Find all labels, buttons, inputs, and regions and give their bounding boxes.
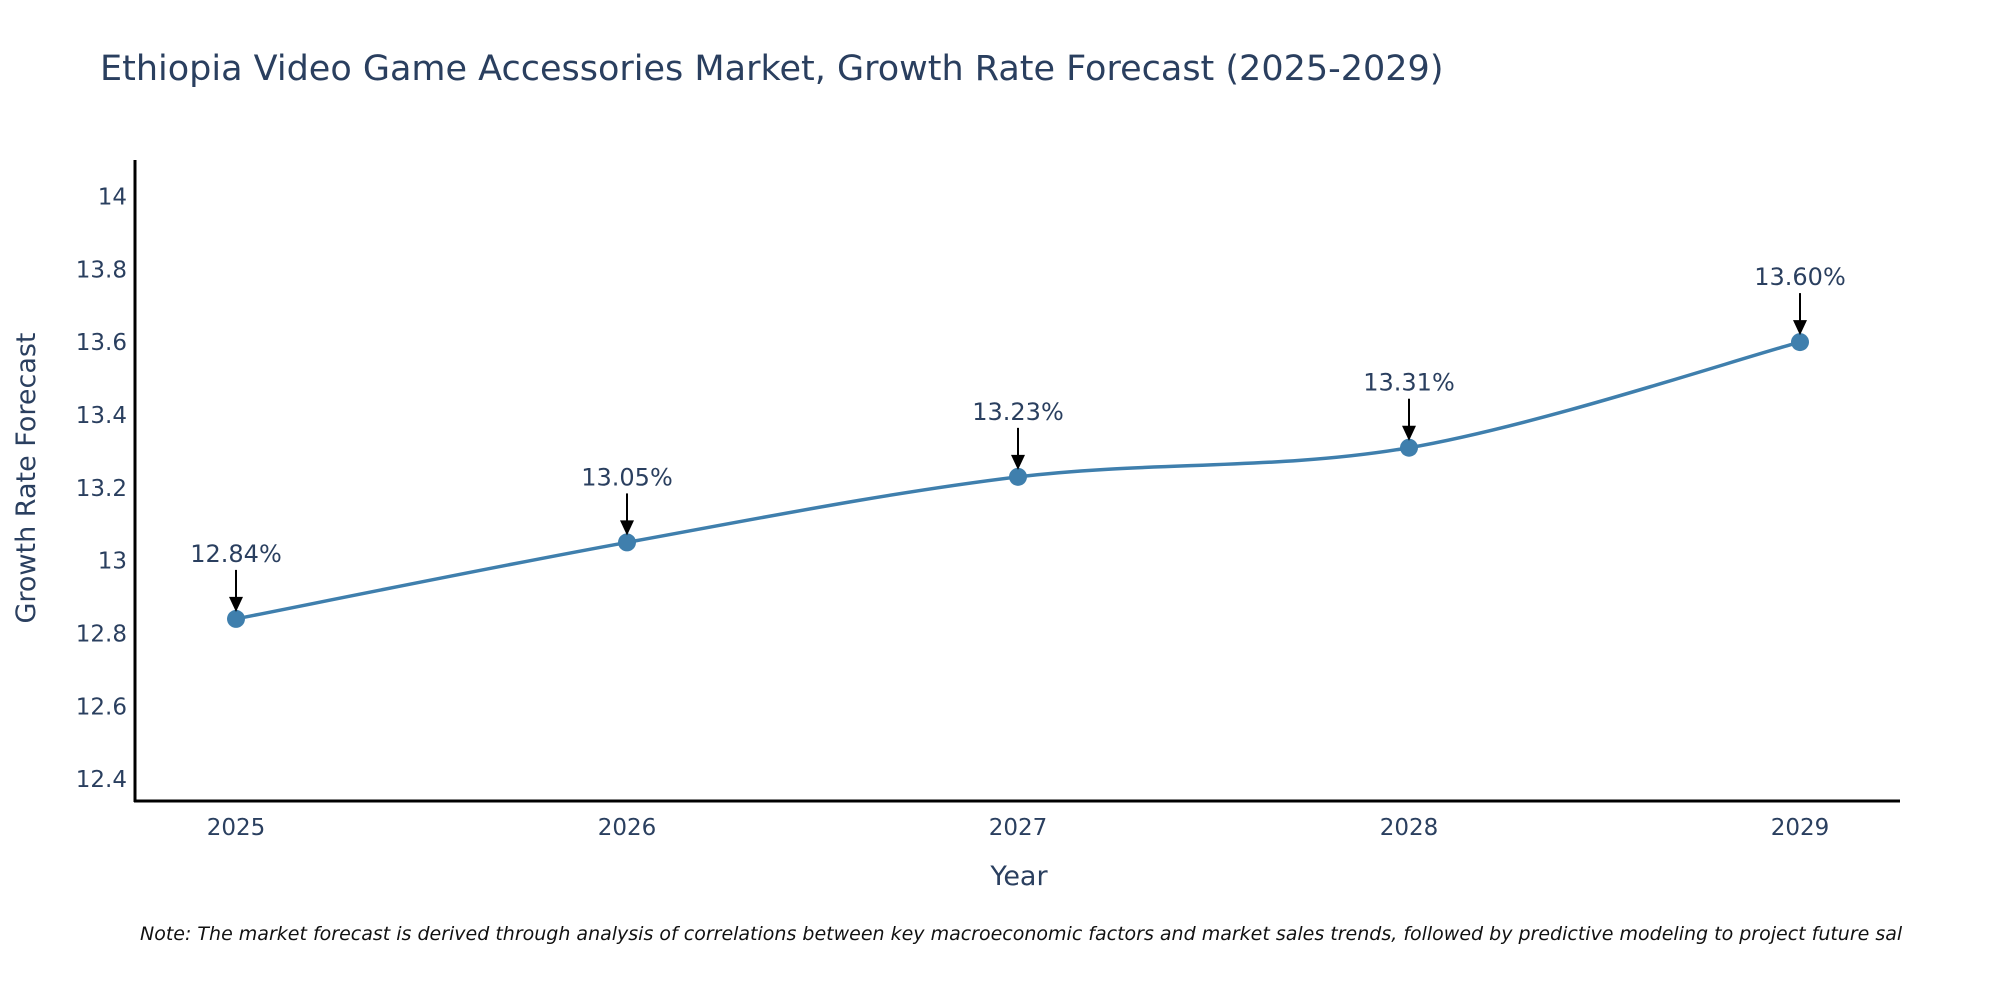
data-label: 12.84% [190,540,282,568]
data-label: 13.05% [581,463,673,491]
data-point [1009,467,1027,486]
chart-title: Ethiopia Video Game Accessories Market, … [100,49,1443,89]
data-point [1791,333,1809,352]
x-tick-label: 2029 [1771,815,1830,841]
data-label: 13.60% [1754,263,1846,291]
y-tick-label: 13 [98,549,127,575]
y-tick-label: 13.2 [76,476,127,502]
y-tick-label: 12.4 [76,767,127,793]
chart-note: Note: The market forecast is derived thr… [140,923,1903,945]
x-tick-label: 2026 [598,815,657,841]
y-tick-label: 14 [98,184,127,210]
annotation-arrow-head [620,520,634,536]
y-tick-label: 12.6 [76,694,127,720]
data-label: 13.31% [1363,369,1455,397]
x-axis-title: Year [989,861,1048,892]
data-annotations: 12.84% 13.05% 13.23% 13.31% 13.60% [190,263,1846,612]
y-tick-label: 12.8 [76,621,127,647]
x-axis-ticks: 2025 2026 2027 2028 2029 [207,815,1830,841]
x-tick-label: 2027 [989,815,1048,841]
annotation-arrow-head [1402,425,1416,441]
y-tick-label: 13.8 [76,257,127,283]
y-tick-label: 13.6 [76,330,127,356]
y-axis-title: Growth Rate Forecast [11,332,42,623]
annotation-arrow-head [1793,320,1807,336]
data-markers [227,333,1809,628]
annotation-arrow-head [1011,454,1025,470]
annotation-arrow-head [229,596,243,612]
data-point [1400,438,1418,457]
x-tick-label: 2028 [1380,815,1439,841]
x-tick-label: 2025 [207,815,266,841]
data-label: 13.23% [972,398,1064,426]
y-tick-label: 13.4 [76,403,127,429]
data-point [227,609,245,628]
y-axis-ticks: 12.4 12.6 12.8 13 13.2 13.4 13.6 13.8 14 [76,184,127,793]
data-point [618,533,636,552]
